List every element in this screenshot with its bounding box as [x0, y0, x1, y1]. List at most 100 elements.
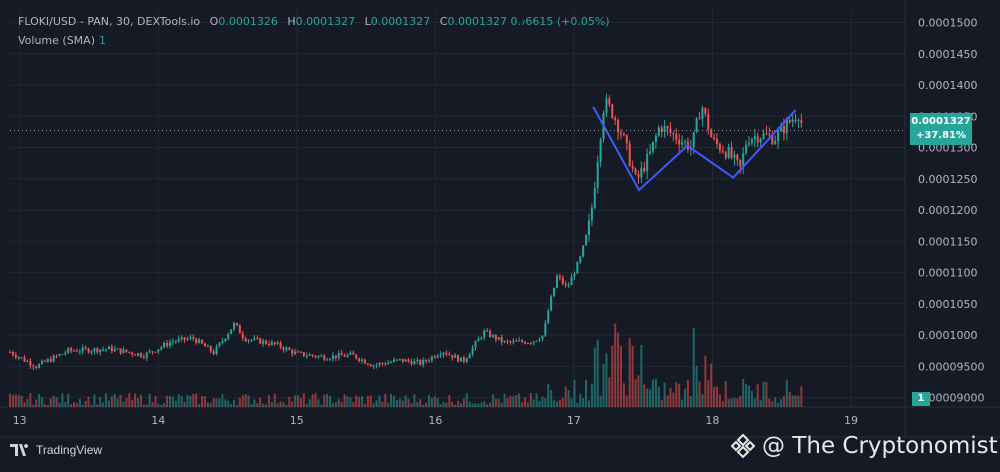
candle-body — [800, 120, 803, 124]
volume-bar — [404, 395, 407, 407]
candle-body — [122, 349, 125, 354]
candle-body — [311, 354, 314, 356]
candle-body — [171, 341, 174, 343]
volume-bar — [526, 402, 529, 407]
volume-bar — [535, 393, 538, 407]
volume-bar — [46, 404, 49, 407]
candle-body — [343, 355, 346, 357]
candle-body — [154, 351, 157, 353]
volume-bar — [564, 386, 567, 407]
candle-body — [352, 352, 355, 355]
x-tick-label: 16 — [428, 414, 442, 427]
volume-bar — [372, 403, 375, 407]
volume-bar — [660, 400, 663, 407]
volume-bar — [686, 380, 689, 407]
volume-bar — [329, 395, 332, 407]
volume-bar — [759, 400, 762, 407]
candle-body — [206, 345, 209, 347]
candle-body — [61, 353, 64, 355]
volume-bar — [657, 386, 660, 407]
candle-body — [646, 153, 649, 172]
volume-bar — [238, 398, 241, 407]
volume-bar — [622, 383, 625, 407]
candle-body — [675, 134, 678, 140]
candle-body — [40, 360, 44, 365]
volume-bar — [250, 404, 253, 407]
volume-bar — [253, 399, 256, 407]
candle-body — [198, 339, 201, 344]
volume-bar — [375, 400, 378, 407]
volume-bar — [518, 393, 521, 407]
candle-body — [381, 362, 384, 364]
volume-bar — [521, 402, 524, 407]
volume-bar — [617, 332, 620, 407]
candle-body — [454, 355, 457, 358]
volume-bar — [631, 345, 634, 407]
candle-body — [64, 352, 67, 354]
volume-bar — [285, 404, 288, 407]
volume-bar — [212, 398, 215, 407]
candle-body — [564, 283, 567, 286]
candle-body — [183, 337, 186, 340]
candle-body — [241, 333, 244, 339]
candle-body — [750, 139, 753, 144]
candle-body — [774, 141, 777, 145]
candle-body — [166, 342, 169, 346]
volume-bar — [800, 386, 803, 407]
chart-legend: FLOKI/USD - PAN, 30, DEXTools.io O0.0001… — [18, 15, 610, 28]
candle-body — [142, 356, 145, 358]
candle-body — [500, 337, 503, 343]
volume-bar — [72, 402, 76, 407]
candle-body — [416, 359, 419, 362]
candle-body — [640, 167, 643, 178]
candle-body — [619, 132, 623, 134]
candle-body — [585, 234, 588, 246]
candle-body — [285, 347, 288, 350]
volume-bar — [14, 394, 17, 407]
candle-body — [58, 354, 61, 356]
volume-bar — [358, 397, 361, 407]
volume-bar — [625, 395, 628, 407]
candle-body — [468, 354, 471, 359]
volume-bar — [468, 401, 471, 407]
volume-bar — [425, 402, 428, 407]
candle-body — [317, 355, 320, 358]
volume-bar — [416, 402, 419, 407]
candle-body — [419, 359, 422, 365]
candle-body — [788, 120, 791, 123]
candle-body — [654, 135, 657, 142]
candle-body — [294, 351, 297, 354]
candle-body — [701, 107, 704, 119]
volume-bar — [779, 399, 783, 407]
volume-bar — [340, 401, 343, 407]
candle-body — [538, 339, 541, 341]
tradingview-logo[interactable]: TradingView — [10, 443, 102, 457]
volume-bar — [122, 401, 125, 407]
volume-bar — [282, 402, 285, 407]
volume-bar — [459, 403, 462, 407]
volume-bar — [102, 402, 105, 407]
candle-body — [739, 159, 742, 167]
volume-bar — [765, 382, 768, 407]
open-label: O — [209, 15, 219, 28]
double-bottom-pattern-line — [592, 106, 797, 192]
volume-bar — [596, 339, 599, 407]
candle-body — [407, 359, 410, 362]
volume-bar — [346, 396, 349, 407]
volume-bar — [390, 393, 393, 407]
volume-bar — [349, 397, 352, 407]
candle-body — [11, 352, 14, 356]
candle-body — [361, 359, 364, 361]
close-value: 0.0001327 — [447, 15, 507, 28]
candle-body — [433, 356, 436, 358]
volume-bar — [643, 384, 646, 407]
candle-body — [151, 351, 154, 353]
candle-body — [558, 275, 561, 278]
candle-body — [35, 366, 38, 369]
volume-bar — [474, 403, 477, 407]
volume-bar — [96, 404, 99, 407]
candle-body — [326, 359, 329, 361]
candle-body — [553, 287, 556, 297]
candle-body — [378, 362, 381, 365]
